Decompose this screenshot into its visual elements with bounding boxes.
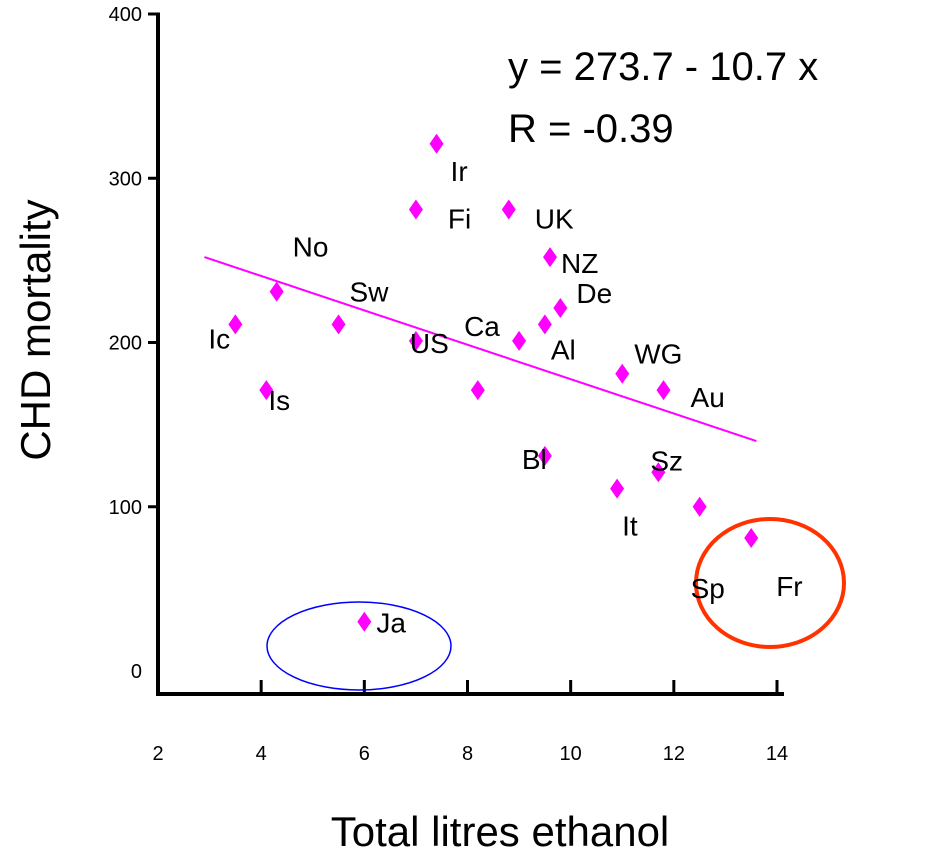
correlation-coefficient: R = -0.39	[508, 107, 674, 151]
point-label-ca: Ca	[464, 311, 500, 342]
point-label-fi: Fi	[448, 203, 471, 234]
point-label-ic: Ic	[208, 323, 230, 354]
point-label-fr: Fr	[776, 571, 802, 602]
point-label-ja: Ja	[376, 608, 406, 639]
point-label-al: Al	[551, 334, 576, 365]
data-point-marker	[744, 527, 759, 548]
point-label-nz: NZ	[561, 248, 598, 279]
point-label-wg: WG	[634, 339, 682, 370]
y-tick-label: 200	[109, 333, 142, 355]
point-label-ir: Ir	[451, 156, 468, 187]
x-tick-label: 4	[256, 743, 267, 765]
data-point-marker	[537, 445, 552, 466]
data-point-marker	[537, 314, 552, 335]
data-point-marker	[512, 330, 527, 351]
point-label-uk: UK	[535, 203, 574, 234]
data-point-marker	[615, 363, 630, 384]
data-point-marker	[228, 314, 243, 335]
point-label-it: It	[622, 511, 638, 542]
y-tick-label: 400	[109, 4, 142, 26]
data-point-marker	[408, 199, 423, 220]
trend-line	[204, 256, 757, 442]
y-tick-label: 0	[131, 661, 142, 683]
point-label-au: Au	[691, 382, 725, 413]
point-label-us: US	[410, 328, 449, 359]
data-point-marker	[269, 281, 284, 302]
point-labels: Ic No Is Sw Ja Fi US Ir UK Ca Al NZ Bl De It WG Sz Au Sp Fr	[208, 156, 802, 639]
data-point-marker	[470, 380, 485, 401]
point-label-sz: Sz	[650, 445, 683, 476]
y-tick-label: 100	[109, 497, 142, 519]
data-point-marker	[408, 330, 423, 351]
y-axis-title: CHD mortality	[12, 199, 59, 460]
data-point-marker	[429, 133, 444, 154]
point-label-sw: Sw	[350, 276, 390, 307]
highlight-ellipse-ja	[266, 601, 452, 691]
x-tick-label: 2	[152, 743, 163, 765]
regression-equation: y = 273.7 - 10.7 x	[508, 45, 818, 89]
point-label-sp: Sp	[691, 573, 725, 604]
x-tick-label: 14	[766, 743, 788, 765]
x-tick-label: 6	[359, 743, 370, 765]
x-tick-label: 12	[663, 743, 685, 765]
x-axis-ticks: 2 4 6 8 10 12 14	[152, 680, 788, 765]
data-point-marker	[259, 380, 274, 401]
x-tick-label: 10	[560, 743, 582, 765]
data-points	[228, 133, 759, 632]
y-tick-label: 300	[109, 168, 142, 190]
point-label-bl: Bl	[522, 444, 547, 475]
point-label-is: Is	[268, 385, 290, 416]
data-point-marker	[692, 496, 707, 517]
data-point-marker	[501, 199, 516, 220]
x-tick-label: 8	[462, 743, 473, 765]
data-point-marker	[357, 611, 372, 632]
point-label-de: De	[576, 278, 612, 309]
data-point-marker	[553, 298, 568, 319]
highlight-ellipse-fr	[694, 517, 846, 649]
y-axis-ticks: 0 100 200 300 400	[109, 4, 160, 683]
x-axis-title: Total litres ethanol	[331, 808, 670, 855]
data-point-marker	[651, 462, 666, 483]
data-point-marker	[543, 247, 558, 268]
point-label-no: No	[293, 232, 329, 263]
data-point-marker	[610, 478, 625, 499]
data-point-marker	[331, 314, 346, 335]
data-point-marker	[656, 380, 671, 401]
